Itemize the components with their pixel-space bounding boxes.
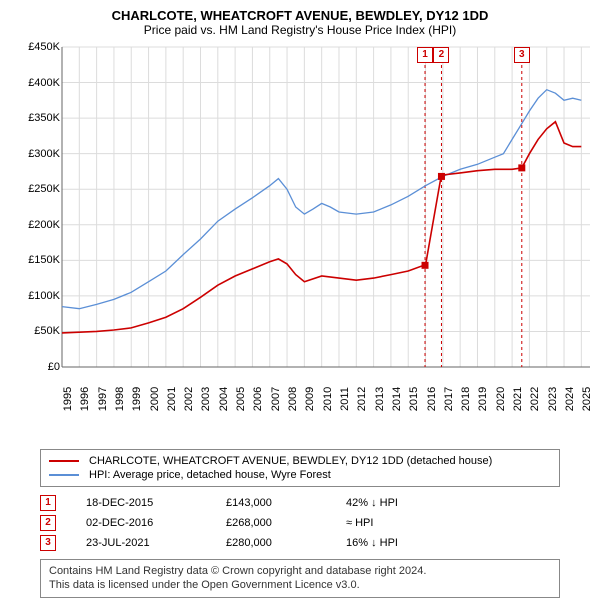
sale-price: £280,000 bbox=[226, 537, 346, 549]
line-chart-svg bbox=[20, 41, 590, 401]
x-tick-label: 2008 bbox=[287, 387, 299, 411]
y-tick-label: £100K bbox=[28, 290, 60, 302]
x-tick-label: 2003 bbox=[200, 387, 212, 411]
x-tick-label: 1996 bbox=[79, 387, 91, 411]
footer-line-1: Contains HM Land Registry data © Crown c… bbox=[49, 564, 551, 578]
chart-subtitle: Price paid vs. HM Land Registry's House … bbox=[10, 23, 590, 37]
x-tick-label: 2014 bbox=[391, 387, 403, 411]
x-tick-label: 2019 bbox=[477, 387, 489, 411]
sale-marker-1: 1 bbox=[417, 47, 433, 63]
y-tick-label: £300K bbox=[28, 148, 60, 160]
sale-row: 2 02-DEC-2016£268,000≈ HPI bbox=[40, 513, 560, 533]
sale-marker-badge: 3 bbox=[40, 535, 56, 551]
x-tick-label: 1997 bbox=[97, 387, 109, 411]
x-tick-label: 2018 bbox=[460, 387, 472, 411]
y-tick-label: £0 bbox=[48, 361, 60, 373]
x-tick-label: 2007 bbox=[270, 387, 282, 411]
x-tick-label: 2002 bbox=[183, 387, 195, 411]
legend: CHARLCOTE, WHEATCROFT AVENUE, BEWDLEY, D… bbox=[40, 449, 560, 487]
sale-pct-vs-hpi: 16% ↓ HPI bbox=[346, 537, 466, 549]
y-tick-label: £200K bbox=[28, 219, 60, 231]
sale-pct-vs-hpi: 42% ↓ HPI bbox=[346, 497, 466, 509]
sale-pct-vs-hpi: ≈ HPI bbox=[346, 517, 466, 529]
x-tick-label: 2025 bbox=[581, 387, 593, 411]
x-tick-label: 2001 bbox=[166, 387, 178, 411]
sale-date: 18-DEC-2015 bbox=[86, 497, 226, 509]
footer-attribution: Contains HM Land Registry data © Crown c… bbox=[40, 559, 560, 598]
x-tick-label: 2020 bbox=[495, 387, 507, 411]
sale-row: 1 18-DEC-2015£143,00042% ↓ HPI bbox=[40, 493, 560, 513]
legend-label: HPI: Average price, detached house, Wyre… bbox=[89, 469, 331, 481]
sale-date: 23-JUL-2021 bbox=[86, 537, 226, 549]
x-tick-label: 2000 bbox=[149, 387, 161, 411]
sale-price: £268,000 bbox=[226, 517, 346, 529]
chart-title: CHARLCOTE, WHEATCROFT AVENUE, BEWDLEY, D… bbox=[10, 8, 590, 23]
sales-table: 1 18-DEC-2015£143,00042% ↓ HPI 2 02-DEC-201… bbox=[40, 493, 560, 553]
legend-swatch bbox=[49, 460, 79, 462]
y-axis-labels: £0 £50K £100K £150K £200K £250K £300K £350K £400… bbox=[20, 41, 62, 401]
legend-label: CHARLCOTE, WHEATCROFT AVENUE, BEWDLEY, D… bbox=[89, 455, 492, 467]
x-tick-label: 2005 bbox=[235, 387, 247, 411]
x-tick-label: 2024 bbox=[564, 387, 576, 411]
legend-row: CHARLCOTE, WHEATCROFT AVENUE, BEWDLEY, D… bbox=[49, 454, 551, 468]
sale-marker-badge: 2 bbox=[40, 515, 56, 531]
x-axis-labels: 1995 1996 1997 1998 1999 2000 2001 2002 2003 2004… bbox=[62, 369, 590, 409]
x-tick-label: 1995 bbox=[62, 387, 74, 411]
x-tick-label: 2011 bbox=[339, 387, 351, 411]
x-tick-label: 1999 bbox=[131, 387, 143, 411]
y-tick-label: £250K bbox=[28, 183, 60, 195]
x-tick-label: 2010 bbox=[322, 387, 334, 411]
x-tick-label: 2021 bbox=[512, 387, 524, 411]
sale-marker-badge: 1 bbox=[40, 495, 56, 511]
sale-price: £143,000 bbox=[226, 497, 346, 509]
legend-swatch bbox=[49, 474, 79, 476]
legend-row: HPI: Average price, detached house, Wyre… bbox=[49, 468, 551, 482]
x-tick-label: 2009 bbox=[304, 387, 316, 411]
x-tick-label: 2015 bbox=[408, 387, 420, 411]
x-tick-label: 2006 bbox=[252, 387, 264, 411]
x-tick-label: 2017 bbox=[443, 387, 455, 411]
x-tick-label: 2004 bbox=[218, 387, 230, 411]
x-tick-label: 2016 bbox=[426, 387, 438, 411]
y-tick-label: £450K bbox=[28, 41, 60, 53]
y-tick-label: £350K bbox=[28, 112, 60, 124]
chart-container: CHARLCOTE, WHEATCROFT AVENUE, BEWDLEY, D… bbox=[0, 0, 600, 590]
x-tick-label: 2013 bbox=[374, 387, 386, 411]
sale-date: 02-DEC-2016 bbox=[86, 517, 226, 529]
sale-marker-2: 2 bbox=[433, 47, 449, 63]
sale-marker-3: 3 bbox=[514, 47, 530, 63]
sale-row: 3 23-JUL-2021£280,00016% ↓ HPI bbox=[40, 533, 560, 553]
y-tick-label: £50K bbox=[34, 325, 60, 337]
footer-line-2: This data is licensed under the Open Gov… bbox=[49, 578, 551, 592]
y-tick-label: £150K bbox=[28, 254, 60, 266]
x-tick-label: 2012 bbox=[356, 387, 368, 411]
x-tick-label: 2023 bbox=[547, 387, 559, 411]
x-tick-label: 1998 bbox=[114, 387, 126, 411]
x-tick-label: 2022 bbox=[529, 387, 541, 411]
y-tick-label: £400K bbox=[28, 77, 60, 89]
chart-area: £0 £50K £100K £150K £200K £250K £300K £350K £400… bbox=[20, 41, 590, 401]
